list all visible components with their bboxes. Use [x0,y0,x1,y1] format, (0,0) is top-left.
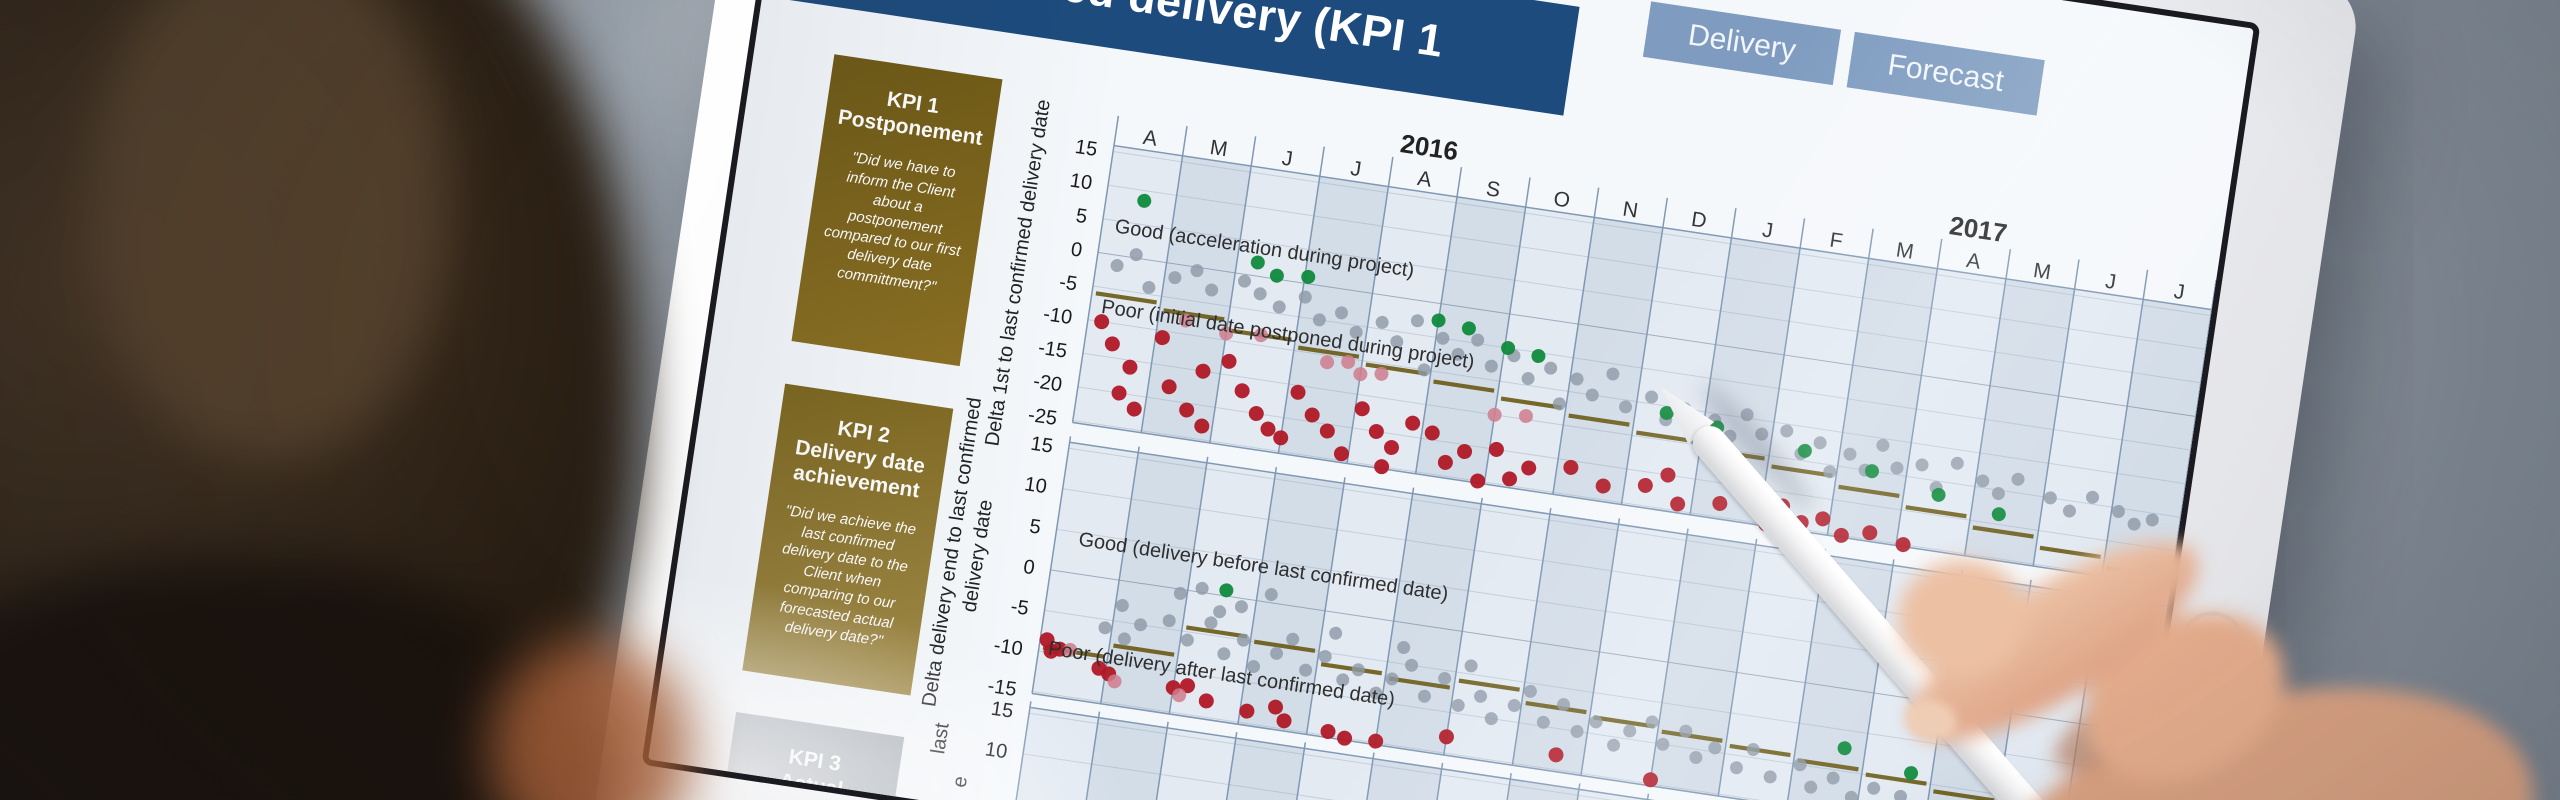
head-hair [0,0,640,800]
hair-highlight [90,0,450,460]
svg-text:10: 10 [1068,170,1093,195]
svg-text:15: 15 [1073,136,1098,161]
svg-text:-10: -10 [992,634,1024,660]
svg-text:A: A [1416,167,1433,192]
svg-text:5: 5 [1074,205,1088,228]
svg-text:5: 5 [1028,515,1042,538]
svg-text:S: S [1485,177,1502,202]
svg-text:-5: -5 [1058,271,1079,295]
svg-text:J: J [1349,157,1363,181]
svg-text:N: N [1621,198,1639,223]
tablet-screen: nd last confirmed delivery (KPI 1 ... De… [641,0,2261,800]
svg-text:A: A [1141,126,1158,151]
svg-text:-10: -10 [1042,303,1074,329]
tablet-device: nd last confirmed delivery (KPI 1 ... De… [576,0,2363,800]
svg-text:10: 10 [983,738,1008,763]
svg-text:-25: -25 [1027,404,1059,430]
svg-text:-15: -15 [1037,337,1069,363]
svg-text:15: 15 [1029,433,1054,458]
svg-text:M: M [2032,259,2053,284]
svg-text:-5: -5 [1009,596,1030,620]
svg-text:0: 0 [1069,238,1083,261]
svg-text:D: D [1690,208,1708,233]
svg-text:10: 10 [1023,473,1048,498]
svg-text:J: J [1761,218,1775,242]
y-axis-title: last [927,721,953,755]
y-axis-title: e [949,775,972,789]
svg-text:M: M [1208,136,1229,161]
svg-text:0: 0 [1022,556,1036,579]
svg-text:M: M [1895,238,1916,263]
svg-text:J: J [1280,147,1294,171]
svg-text:J: J [2104,270,2118,294]
kpi-dashboard-slide: nd last confirmed delivery (KPI 1 ... De… [648,0,2254,800]
svg-text:2017: 2017 [1947,210,2009,248]
home-button[interactable] [2174,606,2250,682]
svg-text:-15: -15 [986,675,1018,701]
svg-text:-20: -20 [1032,370,1064,396]
svg-text:J: J [2172,280,2186,304]
shoulder [0,560,610,800]
svg-text:O: O [1552,187,1572,212]
y-axis-title: Delta 1st to last confirmed delivery dat… [981,98,1055,448]
svg-text:A: A [1965,249,1982,274]
kpi-charts: A M J J A S O N D J F M A M J J 2016 2017 15 10 5 0 -5 -10 -15 -2… [918,98,2217,800]
svg-text:15: 15 [990,698,1015,723]
svg-text:2016: 2016 [1399,128,1461,166]
svg-text:F: F [1828,229,1844,254]
